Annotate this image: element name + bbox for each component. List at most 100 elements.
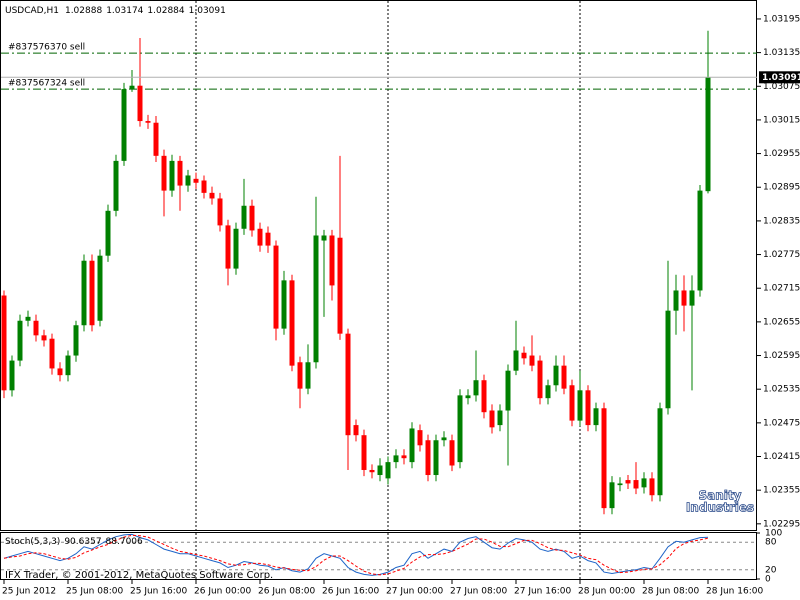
candle-body: [185, 175, 191, 186]
candle-body: [361, 435, 367, 470]
main-frame: [0, 0, 757, 531]
candle-body: [577, 390, 583, 421]
candle-body: [585, 390, 591, 426]
candle-body: [281, 280, 287, 329]
candle-body: [217, 198, 223, 226]
x-tick-label: 28 Jun 00:00: [578, 587, 635, 597]
indicator-line: [3, 533, 709, 576]
candle-body: [609, 482, 615, 509]
y-tick-label: 1.02715: [763, 284, 800, 294]
x-tick-label: 28 Jun 16:00: [706, 587, 763, 597]
candle-body: [329, 235, 335, 286]
y-tick-label: 1.03075: [763, 82, 800, 92]
candle-body: [449, 440, 455, 466]
indicator-value: 90.6357: [64, 537, 101, 547]
indicator-y-label: 20: [765, 565, 777, 575]
candle-body: [553, 365, 559, 386]
header-value: 1.02888: [65, 6, 102, 16]
y-tick-label: 1.02415: [763, 452, 800, 462]
candle-body: [209, 192, 215, 199]
candle-body: [33, 320, 39, 336]
candle-body: [473, 380, 479, 396]
candle-body: [697, 190, 703, 291]
candle-body: [441, 437, 447, 441]
candle-body: [321, 235, 327, 241]
x-tick-label: 25 Jun 08:00: [66, 587, 123, 597]
candle-body: [153, 122, 159, 156]
candle-body: [65, 355, 71, 376]
candle-body: [337, 237, 343, 334]
candle-body: [241, 205, 247, 229]
header-value: USDCAD,H1: [5, 6, 59, 16]
candle-body: [385, 462, 391, 479]
copyright: IFX Trader, © 2001-2012, MetaQuotes Soft…: [5, 570, 273, 581]
candle-body: [529, 355, 535, 366]
x-tick-label: 28 Jun 08:00: [642, 587, 699, 597]
candle-body: [145, 121, 151, 123]
y-tick-label: 1.02775: [763, 250, 800, 260]
candle-body: [1, 295, 7, 391]
candle-body: [649, 478, 655, 496]
header-value: 1.03091: [189, 6, 226, 16]
y-tick-label: 1.03195: [763, 14, 800, 24]
candle-body: [505, 370, 511, 411]
watermark: Sanity: [699, 489, 742, 503]
candle-body: [457, 395, 463, 463]
candle-body: [57, 368, 63, 376]
candle-body: [49, 338, 55, 369]
candle-body: [465, 395, 471, 399]
chart-header: USDCAD,H1 1.02888 1.03174 1.02884 1.03091: [5, 6, 226, 16]
current-price-label: 1.03091: [762, 73, 800, 83]
candle-body: [225, 225, 231, 269]
candle-body: [545, 385, 551, 399]
candle-body: [265, 232, 271, 246]
candle-body: [233, 228, 239, 269]
current-price-box: [759, 71, 800, 84]
candle-body: [497, 410, 503, 426]
x-tick-label: 25 Jun 2012: [2, 587, 56, 597]
order-label: #837567324 sell: [8, 79, 85, 89]
candle-body: [177, 160, 183, 186]
candle-body: [121, 89, 127, 161]
candle-body: [97, 255, 103, 321]
x-tick-label: 27 Jun 00:00: [386, 587, 443, 597]
candle-body: [9, 360, 15, 391]
candle-body: [353, 425, 359, 436]
indicator-y-label: 0: [765, 575, 771, 585]
candle-body: [129, 85, 135, 90]
y-tick-label: 1.02535: [763, 385, 800, 395]
candle-body: [289, 280, 295, 366]
y-tick-label: 1.02955: [763, 149, 800, 159]
y-tick-label: 1.02895: [763, 183, 800, 193]
candle-body: [537, 360, 543, 399]
candle-body: [681, 290, 687, 306]
candle-body: [633, 480, 639, 489]
candle-body: [625, 480, 631, 484]
candle-body: [521, 352, 527, 359]
candle-body: [25, 316, 31, 321]
candle-body: [169, 160, 175, 191]
y-tick-label: 1.03135: [763, 48, 800, 58]
candle-body: [417, 430, 423, 446]
candle-body: [433, 440, 439, 476]
candle-body: [689, 290, 695, 306]
candle-body: [601, 408, 607, 509]
candle-body: [673, 290, 679, 311]
candle-body: [561, 365, 567, 389]
x-tick-label: 26 Jun 16:00: [322, 587, 379, 597]
y-tick-label: 1.02355: [763, 486, 800, 496]
candle-body: [41, 335, 47, 341]
header-value: 1.03174: [106, 6, 143, 16]
y-tick-label: 1.03015: [763, 115, 800, 125]
candle-body: [137, 85, 143, 122]
candle-body: [73, 325, 79, 356]
candle-body: [513, 350, 519, 371]
y-tick-label: 1.02295: [763, 519, 800, 529]
candle-body: [17, 320, 23, 361]
candle-body: [369, 469, 375, 473]
candle-body: [273, 245, 279, 329]
candle-body: [569, 385, 575, 421]
candle-body: [89, 260, 95, 326]
